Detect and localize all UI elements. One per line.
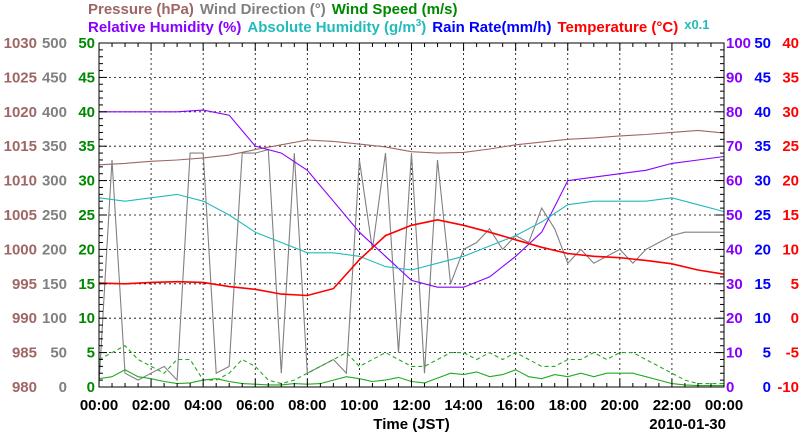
y-tick-label-wind-speed: 45 — [78, 69, 95, 86]
y-tick-label-wind-speed: 10 — [78, 310, 95, 327]
x-tick-label: 04:00 — [184, 397, 222, 414]
y-tick-label-wind-speed: 50 — [78, 35, 95, 52]
series-line-wind-direction — [98, 148, 724, 384]
y-tick-label-pressure: 1010 — [4, 173, 37, 190]
y-tick-label-pressure: 1020 — [4, 104, 37, 121]
y-tick-label-wind-direction: 300 — [42, 173, 67, 190]
y-tick-label-temperature: 5 — [791, 276, 799, 293]
y-tick-label-temperature: -5 — [786, 345, 799, 362]
y-tick-label-pressure: 980 — [12, 379, 37, 396]
y-tick-label-humidity: 50 — [726, 207, 743, 224]
y-tick-label-temperature: 40 — [782, 35, 799, 52]
y-tick-label-wind-direction: 150 — [42, 276, 67, 293]
y-tick-label-wind-speed: 30 — [78, 173, 95, 190]
y-tick-label-wind-speed: 15 — [78, 276, 95, 293]
y-tick-label-pressure: 995 — [12, 276, 37, 293]
y-tick-label-temperature: 35 — [782, 69, 799, 86]
legend-absolute-humidity: Absolute Humidity (g/m — [247, 19, 416, 36]
y-tick-label-wind-speed: 40 — [78, 104, 95, 121]
y-tick-label-wind-speed: 25 — [78, 207, 95, 224]
y-tick-label-wind-direction: 100 — [42, 310, 67, 327]
y-tick-label-humidity: 30 — [726, 276, 743, 293]
x-tick-label: 06:00 — [236, 397, 274, 414]
y-tick-label-rain: 35 — [754, 138, 771, 155]
legend-wind-speed: Wind Speed (m/s) — [331, 1, 458, 18]
y-tick-label-humidity: 40 — [726, 241, 743, 258]
y-tick-label-pressure: 1030 — [4, 35, 37, 52]
legend-temperature: Temperature (°C) — [557, 19, 679, 36]
y-tick-label-rain: 15 — [754, 276, 771, 293]
y-tick-label-wind-speed: 35 — [78, 138, 95, 155]
y-tick-label-pressure: 985 — [12, 345, 37, 362]
x-tick-label: 00:00 — [705, 397, 743, 414]
series-line-relative-humidity — [99, 109, 725, 288]
x-tick-label: 10:00 — [340, 397, 378, 414]
y-tick-label-wind-direction: 50 — [50, 345, 67, 362]
y-tick-label-wind-direction: 500 — [42, 35, 67, 52]
y-tick-label-humidity: 60 — [726, 173, 743, 190]
legend-row-1: Pressure (hPa) Wind Direction (°) Wind Spe… — [88, 1, 463, 18]
legend-pressure: Pressure (hPa) — [88, 1, 194, 18]
y-tick-label-rain: 0 — [763, 379, 771, 396]
y-tick-label-wind-direction: 400 — [42, 104, 67, 121]
y-tick-label-rain: 30 — [754, 173, 771, 190]
y-tick-label-wind-direction: 350 — [42, 138, 67, 155]
y-tick-label-pressure: 1005 — [4, 207, 37, 224]
legend-wind-direction: Wind Direction (°) — [199, 1, 326, 18]
y-tick-label-rain: 40 — [754, 104, 771, 121]
y-tick-label-wind-speed: 0 — [87, 379, 95, 396]
series-line-temperature-c — [98, 218, 725, 297]
y-tick-label-rain: 20 — [754, 241, 771, 258]
y-tick-label-temperature: 25 — [782, 138, 799, 155]
x-tick-label: 00:00 — [80, 397, 118, 414]
legend-row-2: Relative Humidity (%) Absolute Humidity (… — [88, 17, 716, 36]
y-tick-label-humidity: 80 — [726, 104, 743, 121]
y-tick-label-humidity: 20 — [726, 310, 743, 327]
y-tick-label-temperature: 15 — [782, 207, 799, 224]
y-tick-label-temperature: 30 — [782, 104, 799, 121]
y-tick-label-rain: 10 — [754, 310, 771, 327]
x-tick-label: 02:00 — [132, 397, 170, 414]
x-tick-label: 14:00 — [444, 397, 482, 414]
series-line-absolute-humidity-g-m3-x0-1 — [98, 193, 725, 271]
y-tick-label-wind-direction: 250 — [42, 207, 67, 224]
y-tick-label-temperature: 0 — [791, 310, 799, 327]
y-tick-label-humidity: 70 — [726, 138, 743, 155]
y-tick-label-wind-speed: 20 — [78, 241, 95, 258]
y-tick-label-humidity: 10 — [726, 345, 743, 362]
y-tick-label-wind-speed: 5 — [87, 345, 95, 362]
y-tick-label-wind-direction: 450 — [42, 69, 67, 86]
x-tick-label: 22:00 — [653, 397, 691, 414]
y-tick-label-temperature: 10 — [782, 241, 799, 258]
legend-scale-note: x0.1 — [684, 17, 710, 32]
y-tick-label-humidity: 90 — [726, 69, 743, 86]
x-tick-label: 18:00 — [549, 397, 587, 414]
legend-relative-humidity: Relative Humidity (%) — [88, 19, 242, 36]
x-tick-label: 20:00 — [601, 397, 639, 414]
y-tick-label-temperature: -10 — [777, 379, 799, 396]
y-tick-label-humidity: 100 — [726, 35, 751, 52]
legend-absolute-humidity-exp: 3 — [415, 18, 422, 29]
x-tick-label: 08:00 — [288, 397, 326, 414]
x-tick-label: 16:00 — [496, 397, 534, 414]
y-tick-label-wind-direction: 0 — [59, 379, 67, 396]
y-tick-label-humidity: 0 — [726, 379, 734, 396]
y-tick-label-rain: 25 — [754, 207, 771, 224]
y-tick-label-rain: 50 — [754, 35, 771, 52]
legend-absolute-humidity-close: ) — [421, 19, 427, 36]
y-tick-label-temperature: 20 — [782, 173, 799, 190]
y-tick-label-rain: 45 — [754, 69, 771, 86]
x-tick-label: 12:00 — [392, 397, 430, 414]
y-tick-label-rain: 5 — [763, 345, 771, 362]
y-tick-label-pressure: 1015 — [4, 138, 37, 155]
x-axis-title: Time (JST) — [373, 416, 449, 433]
y-tick-label-pressure: 990 — [12, 310, 37, 327]
y-tick-label-pressure: 1000 — [4, 241, 37, 258]
legend-rain-rate: Rain Rate(mm/h) — [432, 19, 552, 36]
y-tick-label-wind-direction: 200 — [42, 241, 67, 258]
date-label: 2010-01-30 — [649, 416, 726, 433]
y-tick-label-pressure: 1025 — [4, 69, 37, 86]
